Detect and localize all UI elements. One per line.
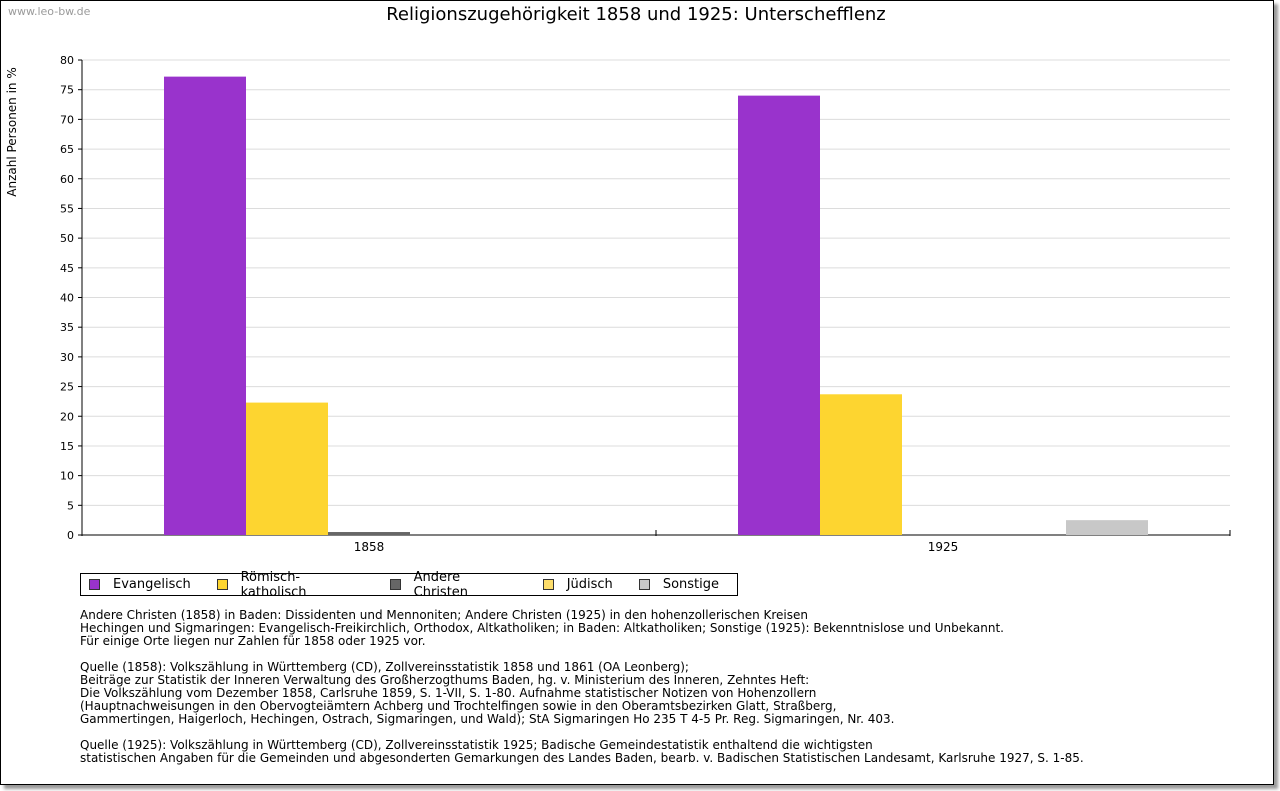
legend-item: Evangelisch (89, 577, 191, 592)
y-tick-label: 80 (60, 54, 74, 67)
legend-label: Römisch-katholisch (240, 569, 307, 600)
x-tick-label: 1858 (354, 540, 385, 554)
y-tick-label: 70 (60, 113, 74, 126)
y-tick-label: 30 (60, 351, 74, 364)
legend-item: Sonstige (638, 577, 719, 592)
y-tick-label: 20 (60, 410, 74, 423)
bar-andere-christen-1858 (328, 532, 410, 535)
legend-label: Andere Christen (413, 569, 469, 600)
legend-swatch (89, 579, 100, 590)
bar-r-misch-katholisch-1858 (246, 402, 328, 535)
legend-label: Evangelisch (113, 577, 191, 592)
y-tick-label: 25 (60, 381, 74, 394)
note-source-1925: Quelle (1925): Volkszählung in Württembe… (80, 738, 1084, 765)
bar-sonstige-1925 (1066, 520, 1148, 535)
chart-legend: Evangelisch Römisch-katholisch Andere Chri… (80, 570, 738, 600)
y-tick-label: 10 (60, 470, 74, 483)
legend-swatch (542, 579, 554, 590)
chart-title: Religionszugehörigkeit 1858 und 1925: Un… (386, 4, 886, 25)
legend-label: Jüdisch (566, 577, 613, 592)
y-tick-label: 35 (60, 321, 74, 334)
note-definitions: Andere Christen (1858) in Baden: Disside… (80, 608, 1004, 648)
y-tick-label: 5 (67, 499, 74, 512)
legend-item: Andere Christen (389, 569, 517, 600)
y-tick-label: 15 (60, 440, 74, 453)
y-tick-label: 40 (60, 292, 74, 305)
bar-r-misch-katholisch-1925 (820, 394, 902, 535)
y-tick-label: 45 (60, 262, 74, 275)
y-axis-label: Anzahl Personen in % (5, 67, 19, 197)
bar-chart: 0 5 10 15 20 25 30 35 40 45 50 55 60 65 70 75 80 Anzahl P… (5, 54, 1231, 554)
bar-evangelisch-1925 (738, 95, 820, 535)
x-tick-label: 1925 (928, 540, 959, 554)
legend-swatch (638, 579, 650, 590)
y-tick-label: 60 (60, 173, 74, 186)
bar-evangelisch-1858 (164, 76, 246, 535)
legend-label: Sonstige (662, 577, 719, 592)
y-tick-label: 50 (60, 232, 74, 245)
chart-notes: Andere Christen (1858) in Baden: Disside… (80, 609, 1084, 778)
legend-swatch (216, 579, 228, 590)
y-tick-label: 75 (60, 84, 74, 97)
y-tick-label: 65 (60, 143, 74, 156)
legend-item: Jüdisch (542, 577, 613, 592)
y-tick-label: 55 (60, 202, 74, 215)
watermark: www.leo-bw.de (8, 5, 91, 18)
legend-swatch (389, 579, 401, 590)
legend-item: Römisch-katholisch (216, 569, 364, 600)
y-tick-label: 0 (67, 529, 74, 542)
note-source-1858: Quelle (1858): Volkszählung in Württembe… (80, 660, 895, 726)
